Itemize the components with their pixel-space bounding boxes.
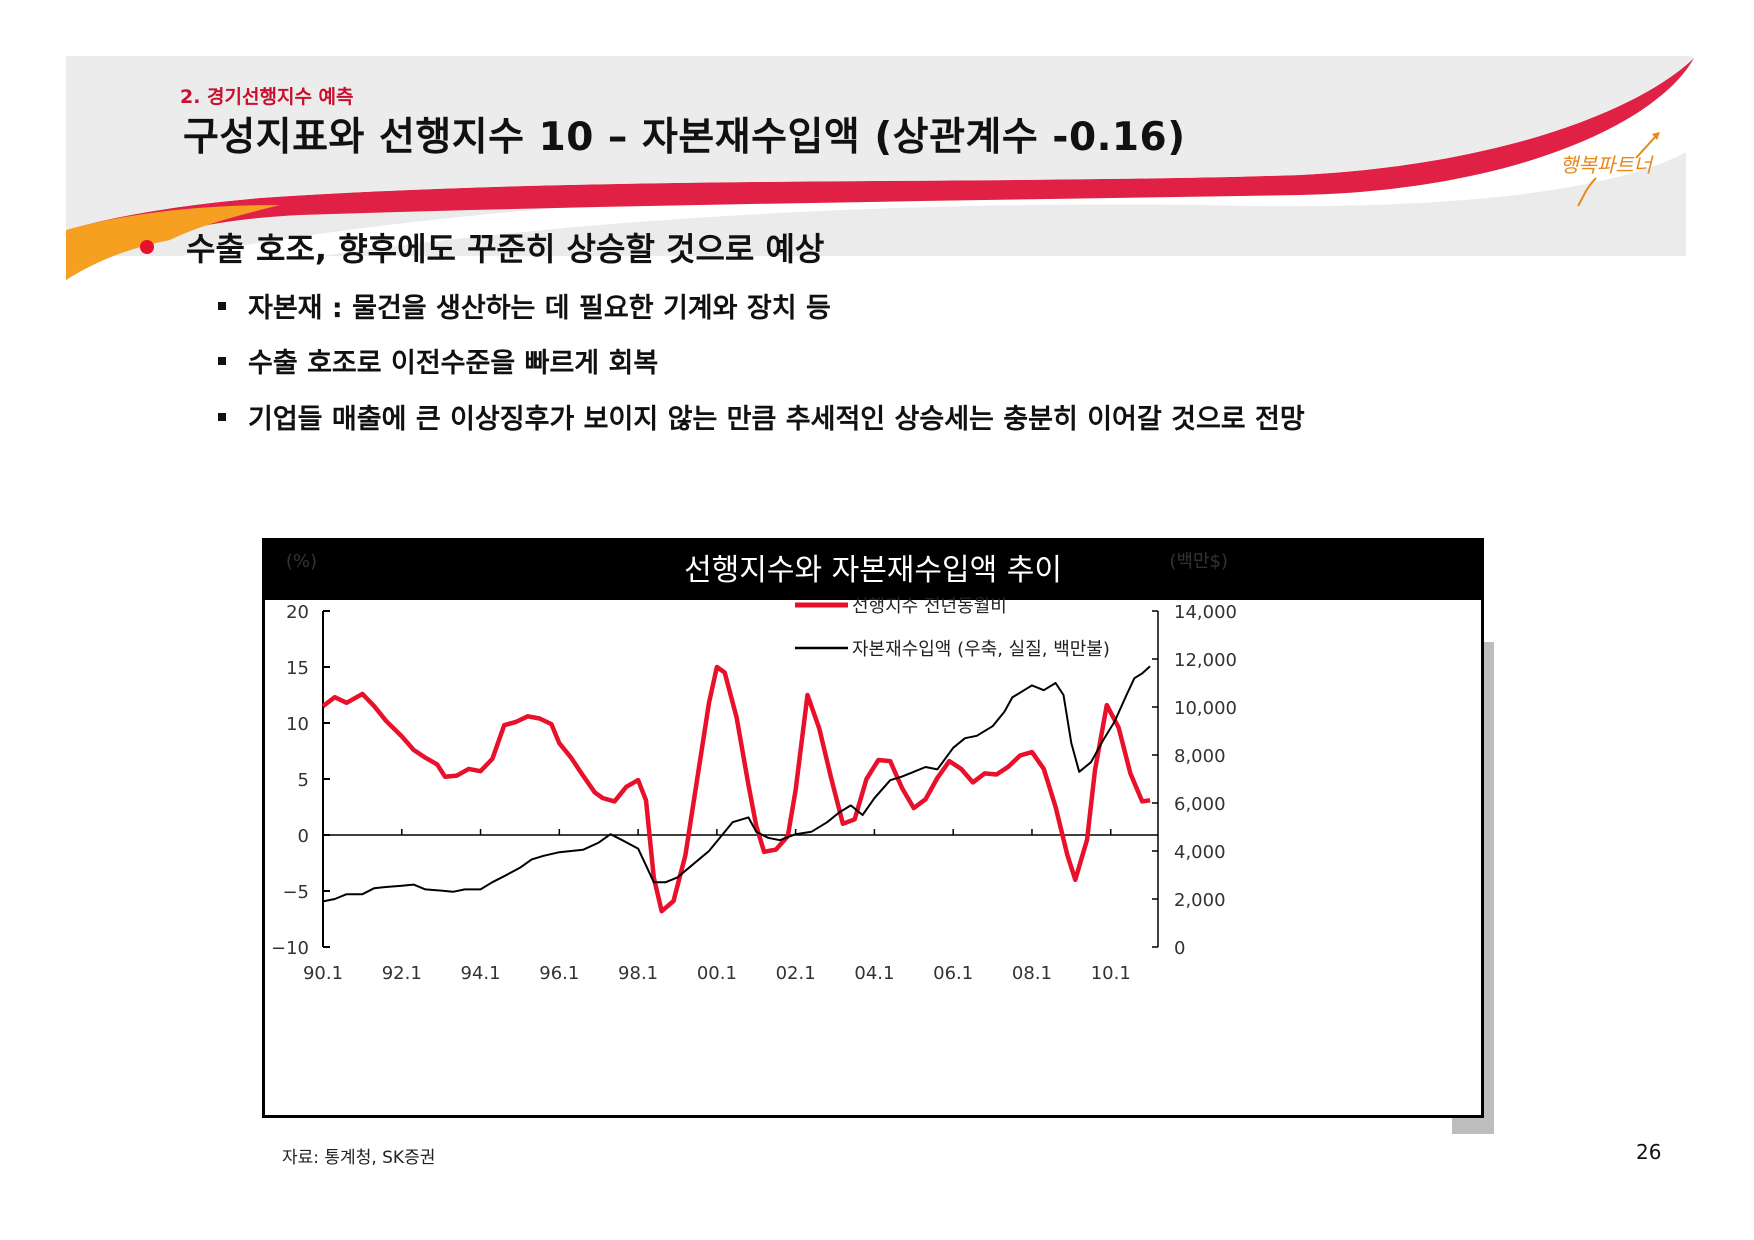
right-tick-label: 14,000 <box>1174 602 1237 623</box>
sub-bullet: 수출 호조로 이전수준을 빠르게 회복 <box>218 341 658 380</box>
chart-svg: 20 15 10 5 0 −5 −10 14,000 12,000 10,000 8,000 6,00… <box>271 551 1237 984</box>
brand-logo: 행복파트너 <box>1556 118 1676 208</box>
square-bullet-icon <box>218 356 226 365</box>
leading-index-line <box>321 664 1151 914</box>
right-tick-label: 0 <box>1174 938 1185 959</box>
x-tick-label: 94.1 <box>461 963 501 984</box>
sub-bullet: 기업들 매출에 큰 이상징후가 보이지 않는 만큼 추세적인 상승세는 충분히 … <box>218 397 1305 436</box>
sub-bullet-text: 자본재 : 물건을 생산하는 데 필요한 기계와 장치 등 <box>248 293 831 324</box>
left-tick-label: −10 <box>271 938 309 959</box>
square-bullet-icon <box>218 301 226 310</box>
legend-label: 선행지수 전년동월비 <box>852 596 1007 617</box>
x-tick-label: 98.1 <box>618 963 658 984</box>
main-bullet: 수출 호조, 향후에도 꾸준히 상승할 것으로 예상 <box>140 224 824 270</box>
x-tick-label: 02.1 <box>776 963 816 984</box>
left-tick-label: 5 <box>298 770 309 791</box>
sub-bullet: 자본재 : 물건을 생산하는 데 필요한 기계와 장치 등 <box>218 286 831 325</box>
page-number: 26 <box>1636 1140 1662 1164</box>
left-tick-label: 15 <box>286 658 309 679</box>
bullet-dot-icon <box>140 240 154 254</box>
capital-goods-import-line <box>322 665 1151 903</box>
x-tick-label: 06.1 <box>933 963 973 984</box>
right-tick-label: 12,000 <box>1174 650 1237 671</box>
right-tick-label: 10,000 <box>1174 698 1237 719</box>
left-tick-label: 20 <box>286 602 309 623</box>
x-tick-label: 96.1 <box>539 963 579 984</box>
sub-bullet-text: 기업들 매출에 큰 이상징후가 보이지 않는 만큼 추세적인 상승세는 충분히 … <box>248 404 1305 435</box>
x-tick-label: 08.1 <box>1012 963 1052 984</box>
x-tick-label: 10.1 <box>1091 963 1131 984</box>
square-bullet-icon <box>218 412 226 421</box>
left-tick-label: −5 <box>282 882 309 903</box>
chart-panel: 선행지수와 자본재수입액 추이 20 15 10 5 0 −5 −10 14,000 12,00… <box>262 538 1484 1118</box>
right-tick-label: 4,000 <box>1174 842 1226 863</box>
left-tick-label: 10 <box>286 714 309 735</box>
legend-label: 자본재수입액 (우축, 실질, 백만불) <box>852 639 1110 660</box>
left-tick-label: 0 <box>298 826 309 847</box>
right-tick-label: 6,000 <box>1174 794 1226 815</box>
x-tick-label: 04.1 <box>854 963 894 984</box>
right-tick-label: 8,000 <box>1174 746 1226 767</box>
slide-title: 구성지표와 선행지수 10 – 자본재수입액 (상관계수 -0.16) <box>183 115 1186 160</box>
chart-title: 선행지수와 자본재수입액 추이 <box>265 541 1481 600</box>
x-tick-label: 90.1 <box>303 963 343 984</box>
right-tick-label: 2,000 <box>1174 890 1226 911</box>
x-tick-label: 92.1 <box>382 963 422 984</box>
header-banner <box>66 56 1694 300</box>
source-note: 자료: 통계청, SK증권 <box>282 1148 436 1168</box>
right-unit-label: (백만$) <box>1169 551 1228 572</box>
main-bullet-text: 수출 호조, 향후에도 꾸준히 상승할 것으로 예상 <box>186 230 825 268</box>
sub-bullet-text: 수출 호조로 이전수준을 빠르게 회복 <box>248 348 659 379</box>
section-label: 2. 경기선행지수 예측 <box>180 86 354 108</box>
brand-logo-text: 행복파트너 <box>1560 153 1655 177</box>
x-tick-label: 00.1 <box>697 963 737 984</box>
left-unit-label: (%) <box>286 551 317 572</box>
